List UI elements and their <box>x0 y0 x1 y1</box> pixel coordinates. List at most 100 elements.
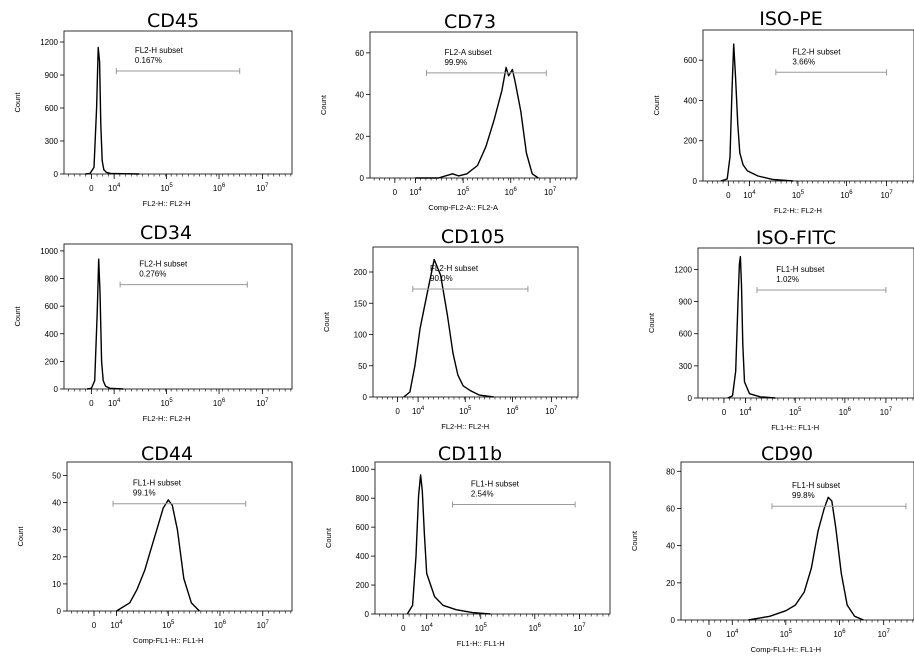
x-tick-label: 0 <box>726 191 731 200</box>
y-tick-label: 0 <box>365 610 370 619</box>
y-tick-label: 0 <box>360 174 365 183</box>
x-tick-label: 105 <box>789 407 802 417</box>
x-tick-label: 105 <box>780 629 793 639</box>
y-tick-label: 1000 <box>40 247 58 256</box>
y-axis-label: Count <box>652 95 661 116</box>
x-tick-label: 105 <box>457 187 470 197</box>
gate-percent: 99.1% <box>133 489 156 498</box>
y-tick-label: 400 <box>45 330 59 339</box>
x-tick-label: 106 <box>833 629 846 639</box>
y-tick-label: 0 <box>54 170 59 179</box>
x-tick-label: 0 <box>722 408 727 417</box>
histogram-curve <box>403 258 494 398</box>
x-tick-label: 106 <box>214 620 227 630</box>
x-axis-label: Comp-FL1-H:: FL1-H <box>133 636 203 645</box>
y-axis-label: Count <box>322 311 331 332</box>
x-axis-label: Comp-FL1-H:: FL1-H <box>751 645 821 654</box>
x-tick-label: 106 <box>839 407 852 417</box>
gate-name: FL2-A subset <box>444 48 492 57</box>
y-tick-label: 0 <box>688 394 693 403</box>
x-tick-label: 107 <box>545 406 558 416</box>
x-tick-label: 107 <box>544 187 557 197</box>
x-tick-label: 104 <box>421 623 434 633</box>
histogram-panel: CD45 0 300 600 900 1200 Count 0 104 105 106 107 FL2-… <box>13 10 293 208</box>
panel-title: CD11b <box>438 443 502 465</box>
plot-frame <box>374 461 611 615</box>
x-tick-label: 106 <box>213 398 226 408</box>
gate-percent: 2.54% <box>471 490 494 499</box>
plot-frame <box>702 29 914 182</box>
y-tick-label: 400 <box>356 552 370 561</box>
gate-name: FL1-H subset <box>471 480 520 489</box>
x-tick-label: 104 <box>412 406 425 416</box>
histogram-curve <box>85 46 140 175</box>
y-tick-label: 200 <box>684 137 698 146</box>
y-axis-label: Count <box>13 306 22 327</box>
y-tick-label: 400 <box>684 96 698 105</box>
gate-percent: 3.66% <box>792 57 815 66</box>
x-tick-label: 0 <box>395 407 400 416</box>
gate-name: FL2-H subset <box>792 47 841 56</box>
y-tick-label: 900 <box>679 298 693 307</box>
histogram-panel: CD73 0 20 40 60 Count 0 104 105 106 107 Comp-FL2-A:… <box>319 11 578 212</box>
histogram-panel: CD44 0 10 20 30 40 50 Count 0 104 105 106 107 Comp-FL… <box>16 443 293 645</box>
x-tick-label: 106 <box>505 187 518 197</box>
x-tick-label: 104 <box>743 190 756 200</box>
y-tick-label: 80 <box>666 467 675 476</box>
x-tick-label: 104 <box>726 629 739 639</box>
y-tick-label: 1200 <box>674 265 692 274</box>
y-tick-label: 60 <box>666 504 675 513</box>
x-axis-label: FL2-H:: FL2-H <box>143 199 191 208</box>
gate-percent: 90.0% <box>430 274 453 283</box>
gate-percent: 99.9% <box>444 58 467 67</box>
y-axis-label: Count <box>16 526 25 547</box>
gate-name: FL2-H subset <box>139 260 188 269</box>
x-tick-label: 106 <box>529 623 542 633</box>
histogram-panel: CD34 0 200 400 600 800 1000 Count 0 104 105 106 107 F… <box>13 222 293 423</box>
histogram-curve <box>727 255 776 399</box>
x-tick-label: 104 <box>108 398 121 408</box>
y-axis-label: Count <box>319 94 328 115</box>
x-tick-label: 104 <box>110 620 123 630</box>
x-tick-label: 0 <box>89 184 94 193</box>
x-axis-label: FL2-H:: FL2-H <box>774 206 822 215</box>
y-tick-label: 300 <box>679 362 693 371</box>
x-tick-label: 107 <box>256 183 269 193</box>
x-tick-label: 105 <box>459 406 472 416</box>
x-tick-label: 0 <box>707 630 712 639</box>
gate-name: FL1-H subset <box>776 265 825 274</box>
x-tick-label: 0 <box>393 188 398 197</box>
plot-frame <box>63 30 293 175</box>
x-tick-label: 105 <box>792 190 805 200</box>
histogram-panel: ISO-PE 0 200 400 600 Count 0 104 105 106 107 FL2-H:… <box>652 8 914 215</box>
plot-frame <box>697 247 914 399</box>
y-axis-label: Count <box>647 312 656 333</box>
y-tick-label: 10 <box>52 580 61 589</box>
y-tick-label: 600 <box>356 523 370 532</box>
x-tick-label: 104 <box>739 407 752 417</box>
x-tick-label: 107 <box>880 407 893 417</box>
x-tick-label: 107 <box>880 190 893 200</box>
y-tick-label: 900 <box>45 71 59 80</box>
x-tick-label: 0 <box>401 624 406 633</box>
gate-percent: 0.276% <box>139 270 166 279</box>
x-tick-label: 0 <box>89 399 94 408</box>
histogram-panel: CD105 0 50 100 150 200 Count 0 104 105 106 107 FL2-H… <box>322 226 579 431</box>
histogram-panel: CD11b 0 200 400 600 800 1000 Count 0 104 105 106 107… <box>324 443 611 648</box>
x-tick-label: 105 <box>475 623 488 633</box>
x-axis-label: FL1-H:: FL1-H <box>457 639 505 648</box>
y-tick-label: 600 <box>679 330 693 339</box>
histogram-curve <box>406 474 491 615</box>
plot-frame <box>63 243 293 390</box>
x-tick-label: 107 <box>256 398 269 408</box>
y-tick-label: 100 <box>354 331 368 340</box>
panel-title: CD73 <box>444 11 496 33</box>
panel-title: CD45 <box>147 10 199 32</box>
y-tick-label: 30 <box>52 526 61 535</box>
y-tick-label: 0 <box>363 393 368 402</box>
histogram-curve <box>748 496 864 621</box>
y-tick-label: 60 <box>355 49 364 58</box>
x-axis-label: Comp-FL2-A:: FL2-A <box>428 203 498 212</box>
panel-title: CD44 <box>141 443 193 465</box>
